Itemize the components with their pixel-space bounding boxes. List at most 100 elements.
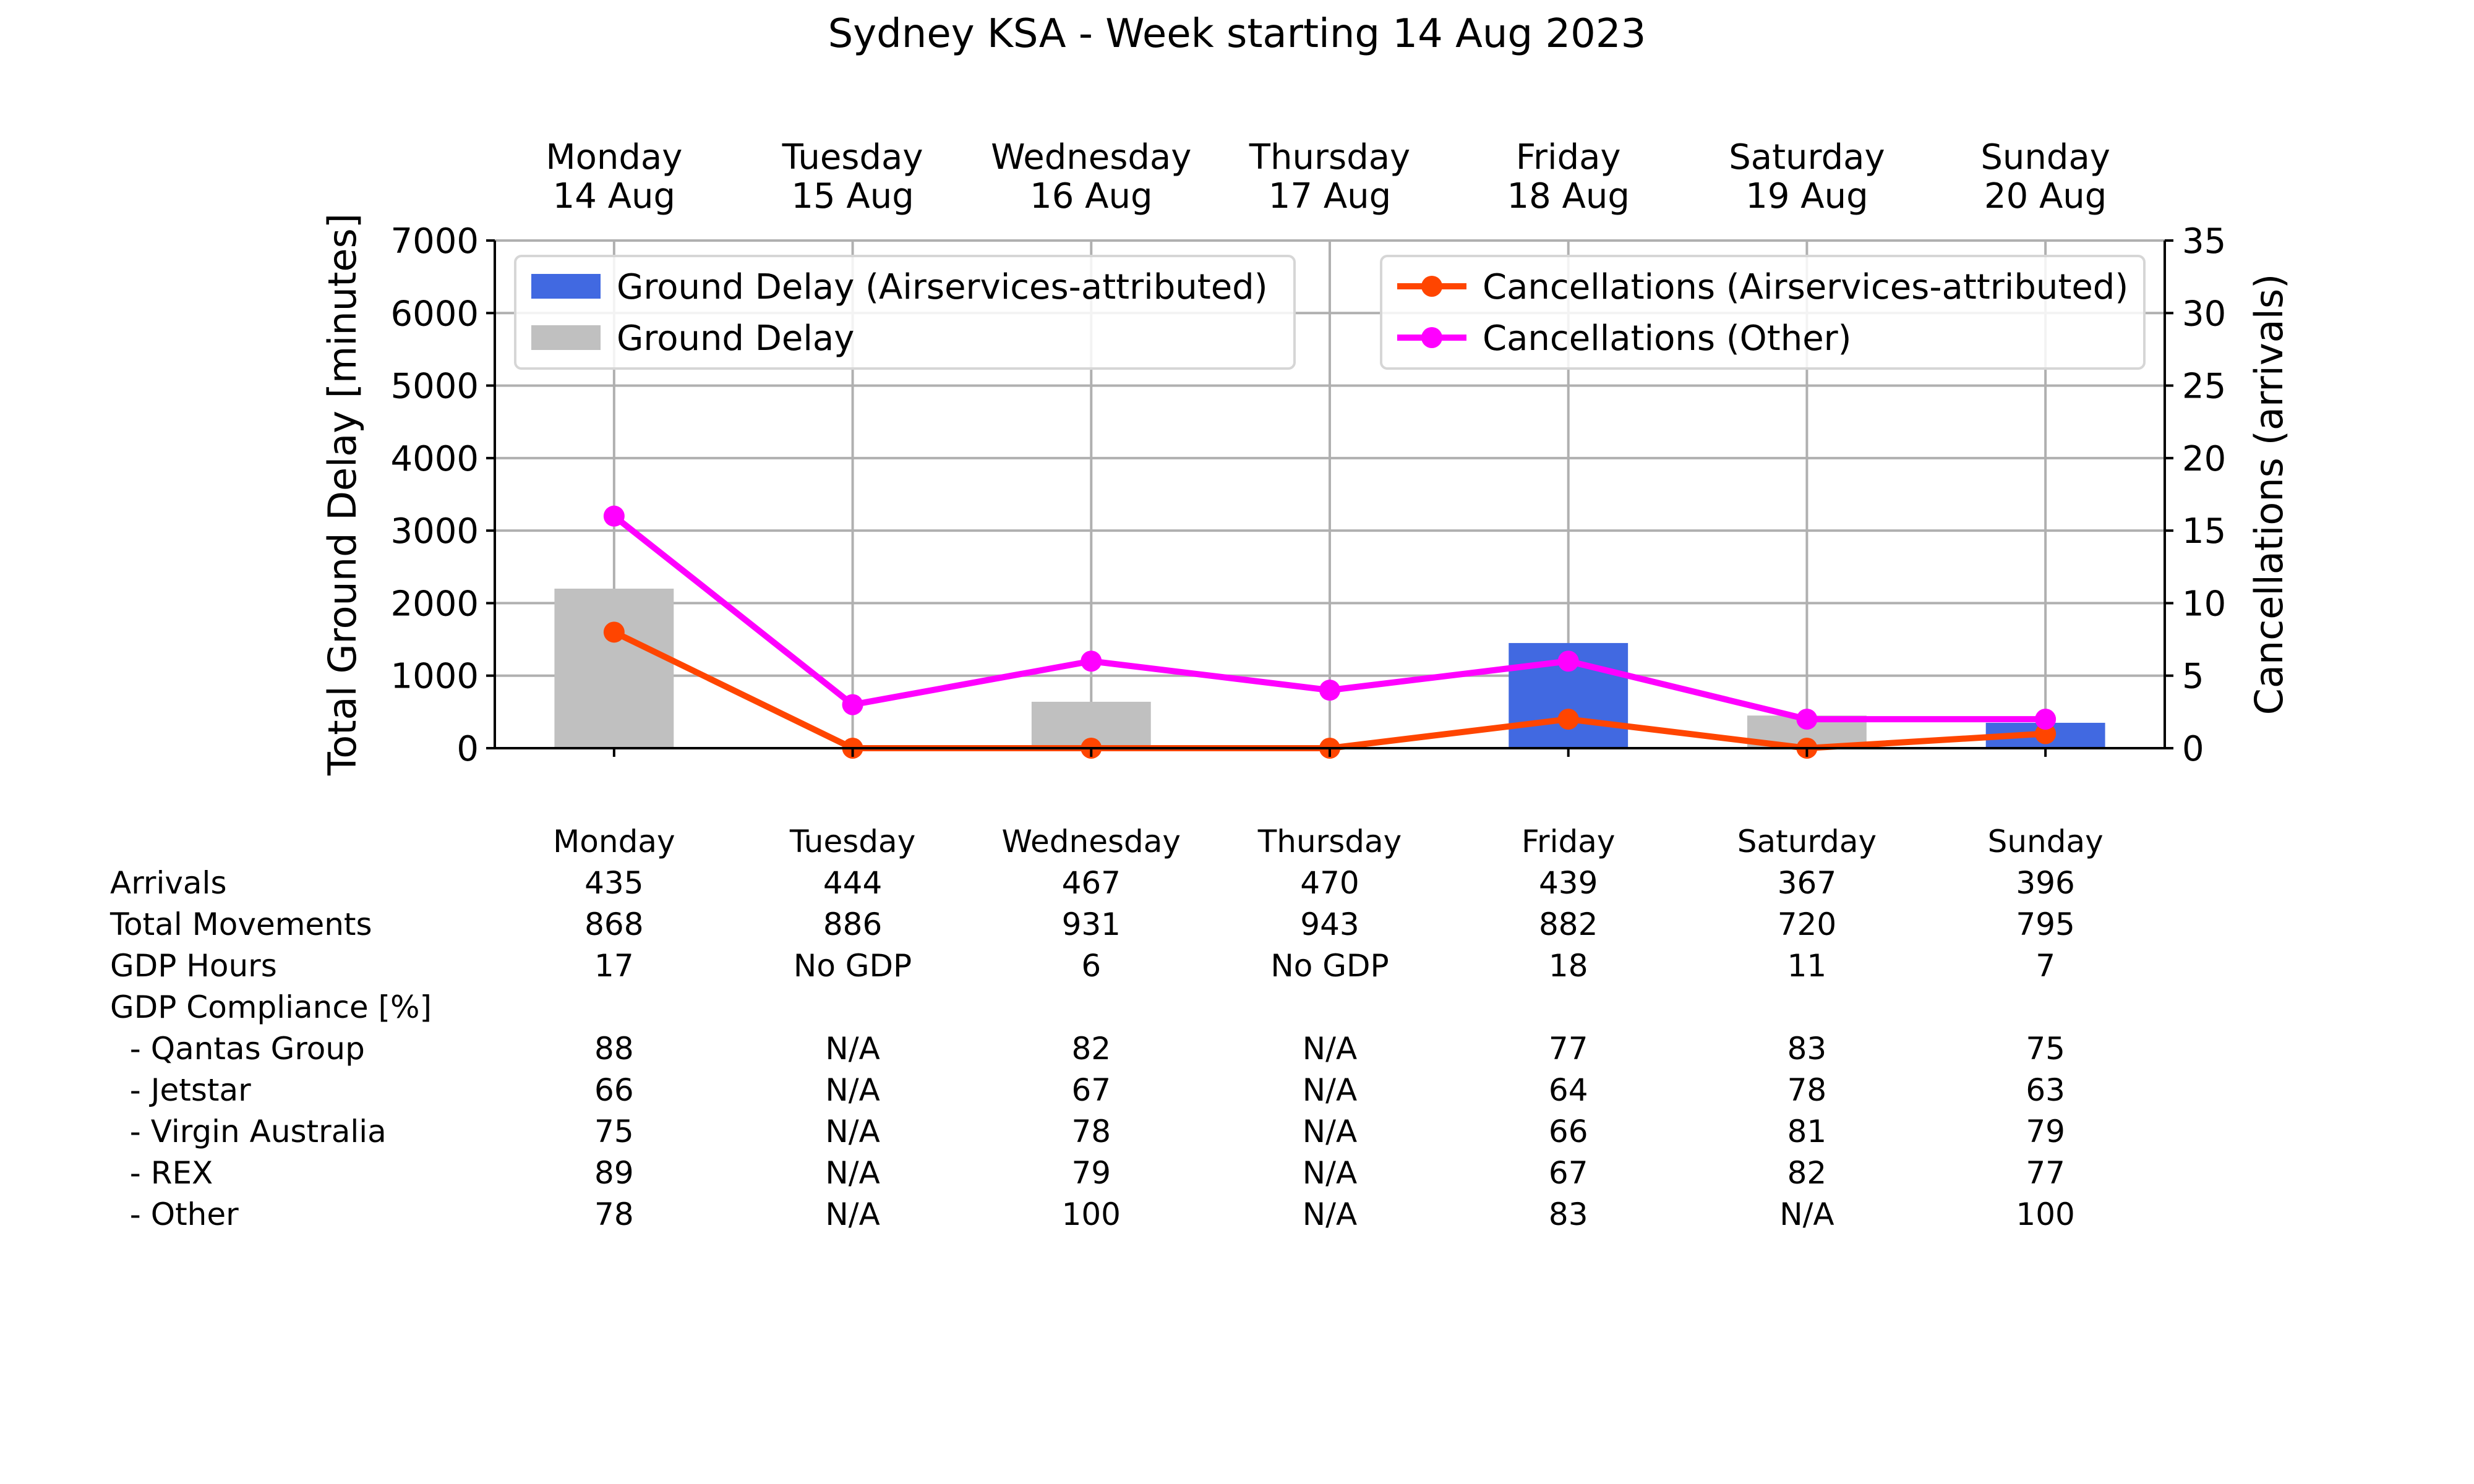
table-cell: 467 xyxy=(1062,865,1121,901)
axes: 0 1000 2000 3000 4000 5000 6000 7000 0 5 10 15 20 25 3… xyxy=(390,221,2226,769)
legends: Ground Delay (Airservices-attributed) Gro… xyxy=(514,255,2146,370)
top-label-day: Tuesday xyxy=(782,137,923,177)
table-cell: 943 xyxy=(1300,906,1359,942)
table-cell: N/A xyxy=(1303,1114,1357,1149)
y-tick-label-left: 0 xyxy=(456,729,479,769)
table-cell: 435 xyxy=(584,865,643,901)
table-cell: 63 xyxy=(2026,1072,2065,1108)
table-row-label: GDP Compliance [%] xyxy=(110,989,432,1025)
data-point xyxy=(1319,680,1340,701)
data-point xyxy=(603,505,625,527)
table-cell: 81 xyxy=(1787,1114,1827,1149)
table-cell: N/A xyxy=(825,1072,880,1108)
top-label-day: Friday xyxy=(1516,137,1621,177)
legend-frame xyxy=(514,255,1296,370)
table-cell: 100 xyxy=(1062,1196,1121,1232)
chart-title: Sydney KSA - Week starting 14 Aug 2023 xyxy=(828,11,1646,57)
table-cell: 882 xyxy=(1539,906,1598,942)
stats-table: Monday Tuesday Wednesday Thursday Friday Satu… xyxy=(109,824,2104,1232)
table-cell: 886 xyxy=(823,906,882,942)
table-cell: 396 xyxy=(2016,865,2074,901)
table-cell: 77 xyxy=(2026,1155,2065,1191)
legend-label: Ground Delay xyxy=(617,318,854,359)
table-cell: N/A xyxy=(825,1114,880,1149)
table-cell: 931 xyxy=(1062,906,1121,942)
table-cell: 868 xyxy=(584,906,643,942)
table-cell: 67 xyxy=(1071,1072,1111,1108)
y-tick-label-right: 0 xyxy=(2182,729,2204,769)
table-cell: N/A xyxy=(825,1031,880,1067)
table-cell: 439 xyxy=(1539,865,1598,901)
top-label-date: 15 Aug xyxy=(791,176,914,216)
table-cell: 11 xyxy=(1787,948,1827,984)
table-cell: 75 xyxy=(2026,1031,2065,1067)
y-tick-label-left: 6000 xyxy=(390,294,479,334)
table-cell: 79 xyxy=(1071,1155,1111,1191)
table-cell: 77 xyxy=(1549,1031,1588,1067)
table-cell: 470 xyxy=(1300,865,1359,901)
table-cell: N/A xyxy=(1303,1072,1357,1108)
table-cell: N/A xyxy=(1779,1196,1834,1232)
table-cell: No GDP xyxy=(1270,948,1389,984)
top-label-day: Monday xyxy=(546,137,682,177)
table-row-label: Total Movements xyxy=(109,906,372,942)
table-cell: No GDP xyxy=(794,948,912,984)
table-cell: 83 xyxy=(1549,1196,1588,1232)
top-label-day: Thursday xyxy=(1249,137,1410,177)
top-label-day: Wednesday xyxy=(991,137,1191,177)
table-cell: 7 xyxy=(2035,948,2055,984)
data-point xyxy=(1557,650,1579,672)
table-cell: 83 xyxy=(1787,1031,1827,1067)
table-cell: 367 xyxy=(1778,865,1836,901)
y-tick-label-right: 25 xyxy=(2182,367,2226,407)
data-point xyxy=(1796,709,1818,730)
y-tick-label-right: 10 xyxy=(2182,584,2226,624)
y-tick-label-left: 4000 xyxy=(390,439,479,479)
legend-frame xyxy=(1380,255,2146,370)
table-cell: 78 xyxy=(594,1196,634,1232)
y-tick-label-right: 5 xyxy=(2182,657,2204,697)
y-tick-label-left: 5000 xyxy=(390,367,479,407)
data-point xyxy=(2035,723,2057,744)
data-point xyxy=(1557,709,1579,730)
table-cell: N/A xyxy=(825,1196,880,1232)
table-row-label: - Jetstar xyxy=(110,1072,251,1108)
y-tick-label-left: 1000 xyxy=(390,657,479,697)
table-cell: N/A xyxy=(1303,1031,1357,1067)
legend-swatch xyxy=(531,325,601,350)
y-tick-label-right: 35 xyxy=(2182,221,2226,262)
table-header-cell: Friday xyxy=(1522,824,1616,859)
table-cell: N/A xyxy=(825,1155,880,1191)
table-row-label: - REX xyxy=(110,1155,213,1191)
table-cell: 79 xyxy=(2026,1114,2065,1149)
legend-ground-delay: Ground Delay (Airservices-attributed) Gro… xyxy=(514,255,1296,370)
y-tick-label-right: 20 xyxy=(2182,439,2226,479)
top-label-day: Sunday xyxy=(1980,137,2110,177)
y-tick-label-right: 30 xyxy=(2182,294,2226,334)
y-axis-label-right: Cancellations (arrivals) xyxy=(2246,274,2292,715)
table-cell: 67 xyxy=(1549,1155,1588,1191)
data-point xyxy=(2035,709,2057,730)
top-label-day: Saturday xyxy=(1729,137,1885,177)
table-cell: 82 xyxy=(1071,1031,1111,1067)
legend-cancellations: Cancellations (Airservices-attributed) Ca… xyxy=(1380,255,2146,370)
table-cell: 18 xyxy=(1549,948,1588,984)
legend-marker xyxy=(1421,327,1442,348)
table-row-label: Arrivals xyxy=(110,865,227,901)
table-cell: 78 xyxy=(1071,1114,1111,1149)
table-cell: 82 xyxy=(1787,1155,1827,1191)
table-cell: 66 xyxy=(594,1072,634,1108)
y-axis-label-left: Total Ground Delay [minutes] xyxy=(320,213,365,776)
table-cell: N/A xyxy=(1303,1155,1357,1191)
table-header-cell: Wednesday xyxy=(1002,824,1181,859)
table-row-label: - Qantas Group xyxy=(110,1031,365,1067)
legend-label: Cancellations (Airservices-attributed) xyxy=(1483,267,2128,307)
table-cell: 100 xyxy=(2016,1196,2074,1232)
data-point xyxy=(1081,650,1102,672)
table-cell: 78 xyxy=(1787,1072,1827,1108)
top-label-date: 19 Aug xyxy=(1745,176,1868,216)
table-header-cell: Sunday xyxy=(1988,824,2104,859)
legend-label: Ground Delay (Airservices-attributed) xyxy=(617,267,1268,307)
table-cell: 89 xyxy=(594,1155,634,1191)
